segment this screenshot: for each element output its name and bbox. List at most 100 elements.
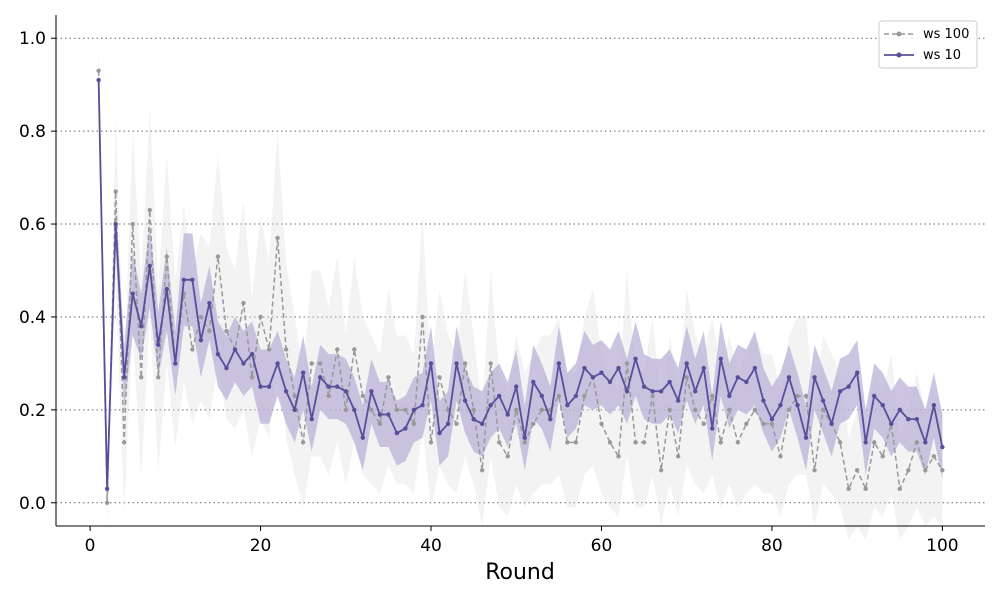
- point-series-1: [318, 375, 323, 380]
- x-tick-label: 20: [250, 536, 272, 556]
- point-series-1: [488, 403, 493, 408]
- point-series-1: [701, 365, 706, 371]
- point-series-1: [658, 389, 664, 394]
- point-series-0: [292, 393, 297, 399]
- point-series-1: [744, 379, 749, 385]
- point-series-1: [300, 370, 306, 375]
- point-series-0: [863, 486, 868, 492]
- point-series-1: [215, 351, 221, 357]
- point-series-0: [335, 347, 340, 352]
- point-series-1: [292, 407, 297, 413]
- point-series-0: [658, 468, 664, 473]
- point-series-1: [812, 375, 817, 380]
- x-tick-label: 60: [591, 536, 613, 556]
- point-series-1: [931, 403, 937, 408]
- point-series-0: [505, 454, 510, 459]
- point-series-1: [633, 356, 638, 361]
- point-series-1: [565, 403, 570, 408]
- point-series-1: [139, 324, 144, 329]
- point-series-0: [275, 235, 280, 241]
- point-series-0: [496, 440, 502, 445]
- point-series-0: [718, 440, 723, 445]
- point-series-0: [437, 375, 442, 380]
- point-series-1: [505, 412, 510, 417]
- point-series-1: [829, 421, 834, 426]
- point-series-0: [667, 407, 672, 413]
- point-series-1: [556, 361, 562, 366]
- point-series-1: [411, 407, 417, 413]
- point-series-1: [778, 403, 783, 408]
- point-series-1: [710, 426, 715, 431]
- point-series-0: [96, 68, 101, 73]
- y-tick-label: 0.8: [19, 122, 46, 142]
- point-series-1: [275, 361, 280, 366]
- point-series-1: [428, 361, 434, 366]
- point-series-1: [479, 421, 485, 426]
- line-series-0: [97, 70, 944, 504]
- point-series-0: [207, 328, 212, 334]
- point-series-0: [820, 407, 826, 413]
- point-series-1: [684, 361, 689, 366]
- point-series-0: [309, 361, 314, 366]
- point-series-1: [752, 365, 758, 371]
- legend-ws10-marker: [896, 52, 902, 58]
- point-series-0: [914, 440, 920, 445]
- x-tick-label: 100: [926, 536, 958, 556]
- point-series-0: [897, 486, 902, 492]
- point-series-1: [437, 430, 442, 436]
- point-series-1: [889, 421, 894, 426]
- point-series-1: [522, 435, 527, 440]
- point-series-1: [786, 375, 792, 380]
- point-series-0: [343, 407, 348, 413]
- point-series-0: [300, 440, 306, 445]
- point-series-1: [880, 403, 885, 408]
- point-series-1: [599, 370, 604, 375]
- point-series-0: [931, 454, 937, 459]
- point-series-0: [386, 375, 391, 380]
- point-series-0: [854, 468, 860, 473]
- point-series-0: [130, 221, 135, 227]
- point-series-1: [121, 375, 127, 380]
- point-series-0: [266, 347, 272, 352]
- point-series-1: [343, 389, 348, 394]
- point-series-1: [573, 393, 579, 399]
- point-series-1: [531, 379, 536, 385]
- point-series-0: [352, 347, 357, 352]
- point-series-1: [241, 361, 246, 366]
- point-series-1: [369, 389, 374, 394]
- point-series-1: [96, 77, 101, 83]
- point-series-0: [616, 454, 621, 459]
- point-series-1: [156, 342, 161, 348]
- point-series-1: [820, 398, 826, 403]
- point-series-0: [710, 393, 715, 399]
- point-series-1: [130, 291, 135, 296]
- ticks: 0.0 0.2 0.4 0.6 0.8 1.0 0 20 40 60 80 100: [19, 29, 959, 556]
- point-series-0: [693, 407, 698, 413]
- point-series-1: [761, 398, 766, 403]
- point-series-1: [718, 356, 723, 361]
- y-tick-label: 0.4: [19, 308, 46, 328]
- point-series-0: [360, 393, 366, 399]
- point-series-1: [232, 347, 238, 352]
- point-series-0: [906, 468, 911, 473]
- point-series-0: [283, 347, 289, 352]
- point-series-1: [224, 365, 229, 371]
- point-series-0: [147, 207, 152, 213]
- point-series-1: [923, 440, 928, 445]
- point-series-1: [837, 389, 843, 394]
- point-series-0: [479, 468, 485, 473]
- point-series-0: [471, 407, 476, 413]
- x-tick-label: 40: [420, 536, 442, 556]
- point-series-0: [249, 375, 255, 380]
- point-series-1: [377, 412, 383, 417]
- point-series-1: [641, 384, 647, 389]
- point-series-0: [428, 440, 434, 445]
- point-series-0: [752, 407, 758, 413]
- series-lines: [96, 68, 945, 505]
- point-series-1: [360, 435, 366, 440]
- point-series-1: [803, 435, 809, 440]
- x-axis-title: Round: [485, 560, 555, 585]
- point-series-0: [795, 393, 800, 399]
- point-series-0: [641, 440, 647, 445]
- point-series-1: [266, 384, 272, 389]
